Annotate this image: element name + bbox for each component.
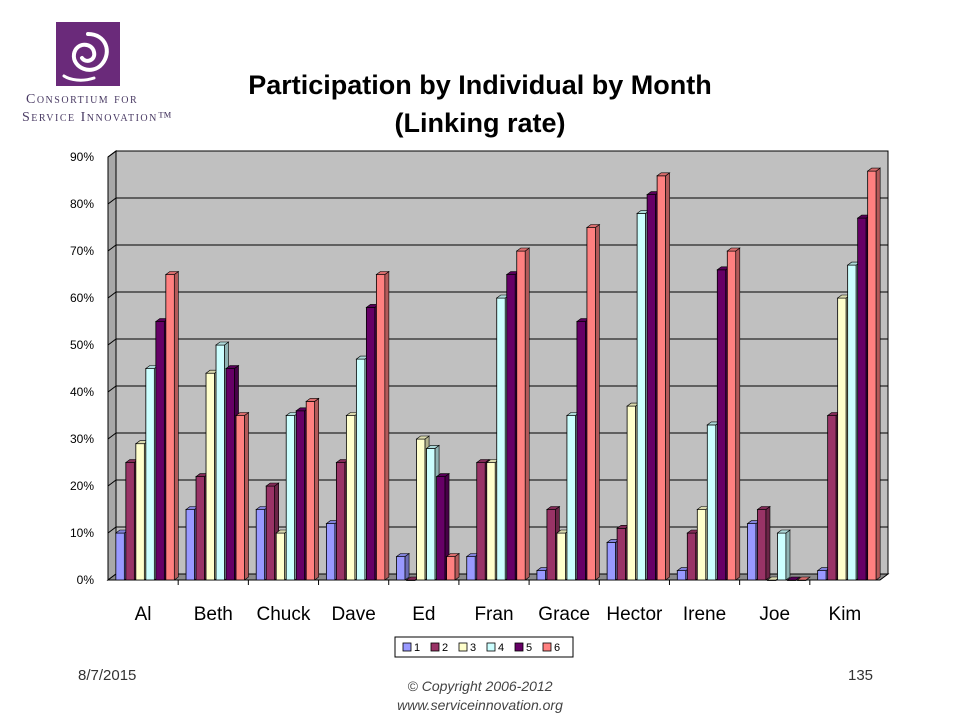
legend-item-5: 5 <box>514 642 532 654</box>
legend-swatch <box>402 642 412 652</box>
website-link[interactable]: www.serviceinnovation.org <box>397 697 563 713</box>
legend-label: 2 <box>442 642 448 654</box>
bar-joe-5 <box>786 576 801 581</box>
spiral-logo-icon <box>56 22 120 86</box>
footer-date: 8/7/2015 <box>78 667 137 684</box>
x-tick-label-beth: Beth <box>194 604 233 625</box>
x-tick-label-ed: Ed <box>412 604 435 625</box>
x-tick-label-joe: Joe <box>759 604 790 625</box>
bar-joe-2 <box>756 505 771 581</box>
bar-ed-5 <box>435 473 450 581</box>
legend-swatch <box>458 642 468 652</box>
legend: 1 2 3 4 5 6 <box>394 636 574 658</box>
legend-swatch <box>430 642 440 652</box>
bar-ed-1 <box>395 552 410 581</box>
legend-swatch <box>542 642 552 652</box>
copyright-text: © Copyright 2006-2012 <box>407 678 553 694</box>
x-tick-label-fran: Fran <box>474 604 513 625</box>
bar-dave-6 <box>375 270 390 581</box>
y-gridline <box>107 291 888 299</box>
bar-grace-6 <box>586 223 601 581</box>
bar-joe-4 <box>776 529 791 581</box>
legend-label: 1 <box>414 642 420 654</box>
y-tick-label: 0% <box>77 573 95 587</box>
legend-item-3: 3 <box>458 642 476 654</box>
bar-ed-6 <box>445 552 460 581</box>
y-gridline <box>107 338 888 346</box>
bar-kim-6 <box>866 167 882 581</box>
y-gridline <box>107 385 888 393</box>
y-tick-label: 30% <box>70 432 94 446</box>
y-tick-label: 70% <box>70 244 94 258</box>
logo-text-line1: Consortium for <box>26 92 139 107</box>
y-gridline <box>107 244 888 252</box>
plot-side-wall <box>107 150 117 581</box>
legend-swatch <box>514 642 524 652</box>
bar-chuck-6 <box>305 397 320 581</box>
y-gridline <box>107 150 888 158</box>
x-tick-label-chuck: Chuck <box>257 604 311 625</box>
chart-title-line2: (Linking rate) <box>394 108 566 138</box>
bar-beth-6 <box>235 411 250 581</box>
legend-label: 3 <box>470 642 476 654</box>
y-tick-label: 20% <box>70 479 94 493</box>
page-number: 135 <box>848 667 874 684</box>
x-tick-label-kim: Kim <box>829 604 862 625</box>
legend-item-1: 1 <box>402 642 420 654</box>
legend-item-2: 2 <box>430 642 448 654</box>
y-tick-label: 80% <box>70 197 94 211</box>
bar-fran-6 <box>515 247 531 581</box>
x-tick-label-dave: Dave <box>331 604 375 625</box>
y-tick-label: 60% <box>70 291 94 305</box>
bar-joe-6 <box>796 576 811 581</box>
y-tick-label: 50% <box>70 338 94 352</box>
y-tick-label: 90% <box>70 150 94 164</box>
x-tick-label-grace: Grace <box>538 604 590 625</box>
legend-item-6: 6 <box>542 642 560 654</box>
chart-title-line1: Participation by Individual by Month <box>248 70 712 100</box>
legend-label: 4 <box>498 642 504 654</box>
bar-hector-6 <box>656 172 671 581</box>
legend-swatch <box>486 642 496 652</box>
bar-al-6 <box>164 270 180 581</box>
y-tick-label: 10% <box>70 526 94 540</box>
legend-label: 6 <box>554 642 560 654</box>
x-tick-label-hector: Hector <box>606 604 663 625</box>
y-tick-label: 40% <box>70 385 94 399</box>
legend-label: 5 <box>526 642 532 654</box>
legend-item-4: 4 <box>486 642 504 654</box>
logo-text-line2: Service Innovation™ <box>22 110 174 125</box>
x-tick-label-al: Al <box>135 604 152 625</box>
x-tick-label-irene: Irene <box>683 604 726 625</box>
y-gridline <box>107 197 888 205</box>
bar-irene-6 <box>726 247 741 581</box>
consortium-logo: Consortium for Service Innovation™ <box>22 18 172 130</box>
